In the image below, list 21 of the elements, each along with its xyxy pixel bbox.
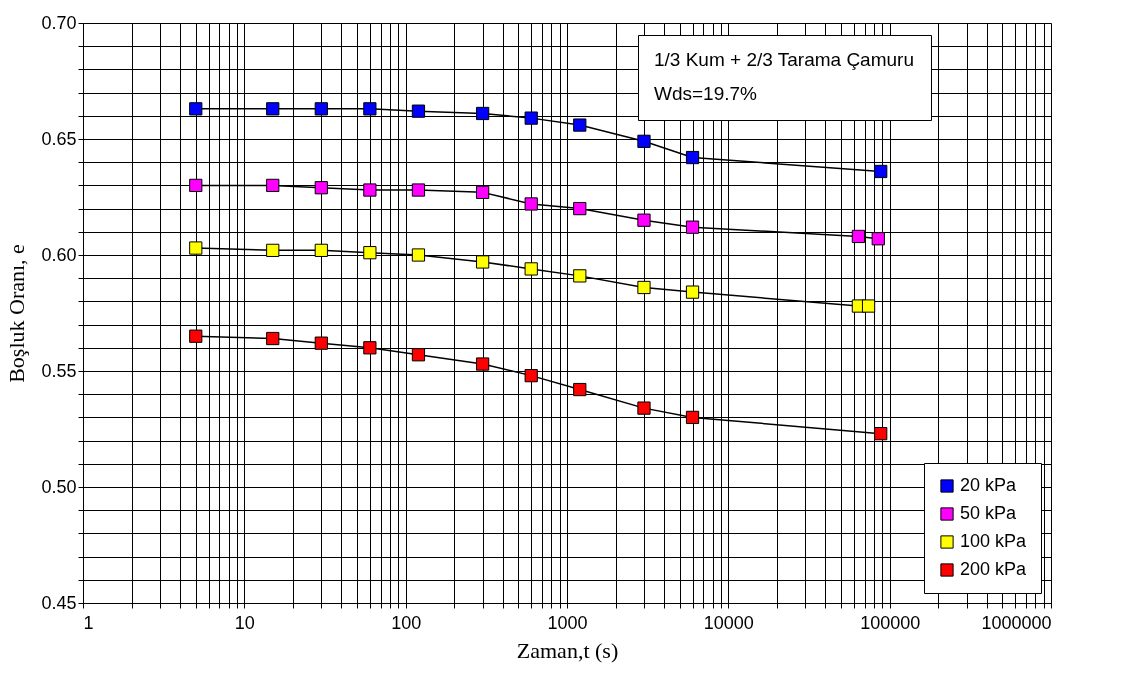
legend-label: 100 kPa xyxy=(960,531,1028,551)
y-tick-label: 0.50 xyxy=(41,476,77,497)
x-axis-title: Zaman,t (s) xyxy=(516,637,619,663)
y-tick-label: 0.70 xyxy=(41,12,77,33)
y-axis-title: Boşluk Oranı, e xyxy=(4,244,30,383)
legend-label: 50 kPa xyxy=(960,503,1018,523)
legend-label: 20 kPa xyxy=(960,475,1018,495)
y-tick-label: 0.60 xyxy=(41,244,77,265)
x-tick-label: 100 xyxy=(391,612,422,633)
annotation: Wds=19.7% xyxy=(654,83,758,104)
legend-label: 200 kPa xyxy=(960,559,1028,579)
x-tick-label: 1000 xyxy=(547,612,588,633)
annotation: 1/3 Kum + 2/3 Tarama Çamuru xyxy=(654,49,914,70)
y-tick-label: 0.55 xyxy=(41,360,77,381)
y-tick-label: 0.65 xyxy=(41,128,77,149)
x-tick-label: 100000 xyxy=(860,612,921,633)
x-tick-label: 1 xyxy=(83,612,94,633)
x-tick-label: 1000000 xyxy=(981,612,1052,633)
x-tick-label: 10000 xyxy=(703,612,754,633)
x-tick-label: 10 xyxy=(234,612,255,633)
y-tick-label: 0.45 xyxy=(41,592,77,613)
